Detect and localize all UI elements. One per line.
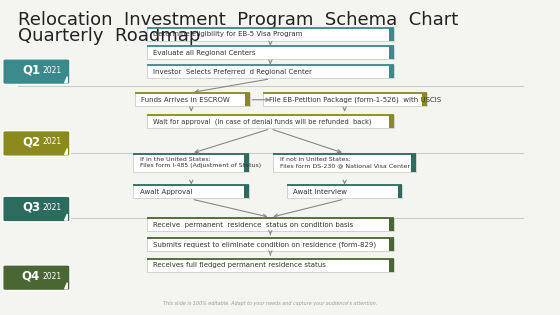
Text: Await Approval: Await Approval — [140, 189, 192, 195]
Bar — [245, 93, 250, 106]
FancyBboxPatch shape — [3, 196, 70, 222]
Bar — [244, 154, 249, 172]
Polygon shape — [64, 283, 67, 289]
Text: Wait for approval  (in case of denial funds will be refunded  back): Wait for approval (in case of denial fun… — [153, 118, 372, 125]
FancyBboxPatch shape — [3, 59, 70, 84]
Bar — [398, 185, 403, 198]
Text: Q3: Q3 — [22, 201, 40, 214]
Text: If in the United States:
Files form I-485 (Adjustment of Status): If in the United States: Files form I-48… — [140, 157, 261, 169]
Polygon shape — [64, 77, 67, 83]
FancyBboxPatch shape — [3, 131, 70, 156]
Bar — [389, 28, 394, 41]
Bar — [273, 154, 416, 172]
Text: Investor  Selects Preferred  d Regional Center: Investor Selects Preferred d Regional Ce… — [153, 69, 312, 75]
Text: 2021: 2021 — [43, 137, 62, 146]
Text: Submits request to eliminate condition on residence (form-829): Submits request to eliminate condition o… — [153, 242, 376, 248]
Bar — [147, 238, 394, 251]
Bar — [389, 65, 394, 78]
Text: Evaluate all Regional Centers: Evaluate all Regional Centers — [153, 50, 255, 56]
Text: Q1: Q1 — [22, 64, 40, 77]
Bar — [411, 154, 416, 172]
Text: Funds Arrives in ESCROW: Funds Arrives in ESCROW — [141, 97, 230, 103]
Bar — [134, 93, 250, 106]
Text: Determine Eligibility for EB-5 Visa Program: Determine Eligibility for EB-5 Visa Prog… — [153, 31, 302, 37]
Bar — [147, 65, 394, 78]
Bar — [147, 259, 394, 272]
Bar — [263, 93, 427, 106]
Text: Quarterly  Roadmap: Quarterly Roadmap — [17, 27, 200, 45]
Text: Relocation  Investment  Program  Schema  Chart: Relocation Investment Program Schema Cha… — [17, 11, 458, 29]
Polygon shape — [64, 148, 67, 155]
Text: Q4: Q4 — [22, 270, 40, 283]
Bar — [389, 238, 394, 251]
Bar — [244, 185, 249, 198]
Bar — [389, 46, 394, 60]
Text: Q2: Q2 — [22, 135, 40, 148]
Bar — [133, 185, 249, 198]
Bar — [147, 46, 394, 60]
Bar — [389, 218, 394, 231]
Text: 2021: 2021 — [43, 203, 62, 212]
Text: Await Interview: Await Interview — [293, 189, 347, 195]
Polygon shape — [64, 214, 67, 220]
Text: Receives full fledged permanent residence status: Receives full fledged permanent residenc… — [153, 262, 326, 268]
Bar — [147, 115, 394, 128]
Bar — [133, 154, 249, 172]
Text: File EB-Petition Package (form-1-526)  with USCIS: File EB-Petition Package (form-1-526) wi… — [269, 96, 441, 103]
Text: If not in United States:
Files form DS-230 @ National Visa Center: If not in United States: Files form DS-2… — [280, 157, 410, 169]
Bar — [287, 185, 403, 198]
Text: 2021: 2021 — [43, 66, 62, 75]
Bar — [389, 259, 394, 272]
Bar — [147, 28, 394, 41]
Bar — [422, 93, 427, 106]
Bar — [389, 115, 394, 128]
Text: Receive  permanent  residence  status on condition basis: Receive permanent residence status on co… — [153, 222, 353, 228]
FancyBboxPatch shape — [3, 265, 70, 290]
Text: 2021: 2021 — [43, 272, 62, 281]
Bar — [147, 218, 394, 231]
Text: This slide is 100% editable. Adapt to your needs and capture your audience's att: This slide is 100% editable. Adapt to yo… — [164, 301, 377, 306]
